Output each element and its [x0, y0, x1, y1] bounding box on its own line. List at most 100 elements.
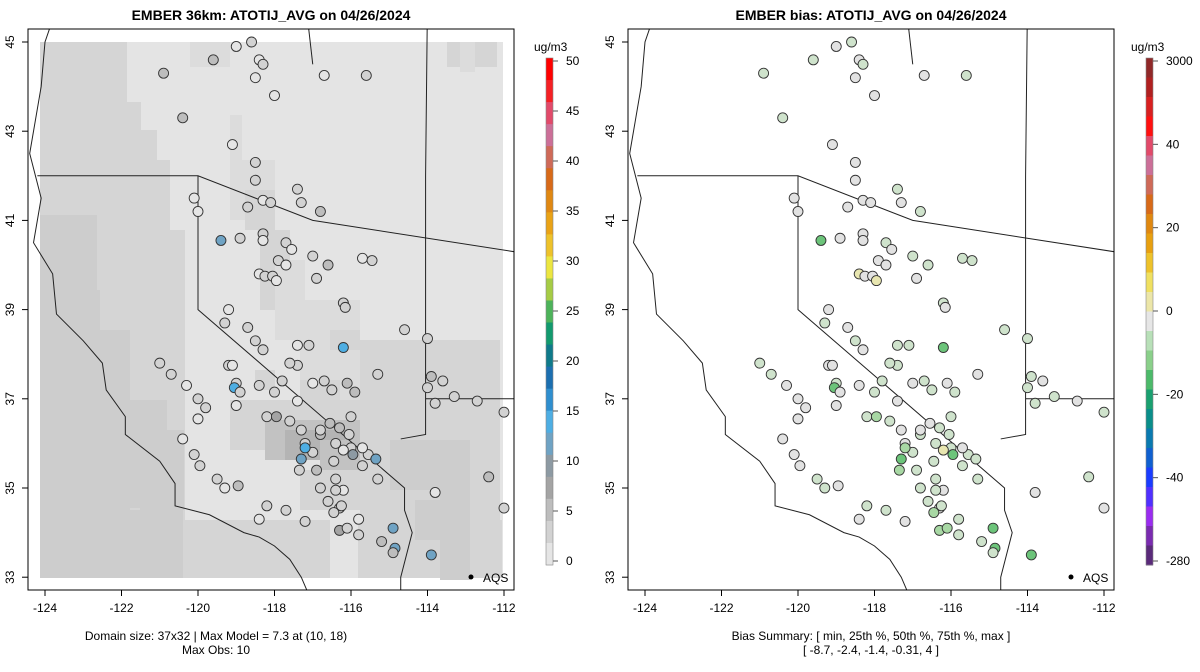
y-tick-label: 39 [3, 303, 17, 317]
bias-point [911, 272, 923, 284]
observation-point [311, 464, 323, 476]
observation-point [347, 449, 359, 460]
colorbar-segment [546, 366, 553, 390]
bias-point [826, 359, 838, 371]
state-border-line [629, 29, 908, 590]
grid-cell [415, 500, 455, 540]
colorbar-segment [1146, 175, 1153, 195]
x-tick-label: -114 [1016, 601, 1039, 615]
bias-point [777, 433, 789, 445]
observation-point [249, 174, 261, 186]
bias-point [849, 72, 861, 84]
x-tick-label: -122 [109, 601, 133, 615]
right-panel-title: EMBER bias: ATOTIJ_AVG on 04/26/2024 [735, 7, 1006, 23]
bias-point [899, 442, 911, 454]
observation-point [376, 536, 388, 547]
observation-point [437, 375, 449, 387]
colorbar-tick-label: 0 [1166, 304, 1173, 318]
colorbar-segment [546, 278, 553, 301]
observation-point [345, 411, 357, 423]
bias-point [926, 384, 938, 396]
observation-point [242, 201, 254, 213]
bias-point [1029, 487, 1041, 498]
observation-point [276, 375, 288, 387]
bias-point [870, 411, 882, 423]
observation-point [498, 406, 510, 418]
bias-point [941, 377, 953, 389]
observation-point [234, 386, 246, 398]
colorbar-segment [546, 102, 553, 125]
colorbar-segment [546, 168, 553, 191]
bias-point [972, 473, 984, 485]
bias-point [935, 500, 947, 512]
x-tick-label: -112 [492, 601, 515, 615]
bias-point [930, 437, 942, 449]
state-border-line [29, 29, 308, 590]
bias-point [794, 460, 806, 472]
observation-point [429, 397, 441, 409]
state-border-line [637, 175, 1114, 253]
colorbar-tick-label: 40 [1166, 137, 1180, 151]
bias-point [830, 400, 842, 411]
observation-point [293, 464, 305, 476]
observation-point [353, 513, 365, 525]
bias-point [914, 482, 926, 494]
observation-point [292, 183, 303, 195]
observation-point [318, 375, 330, 387]
observation-point [353, 529, 365, 541]
observation-point [292, 339, 303, 351]
bias-point [953, 529, 965, 541]
observation-point [330, 437, 342, 449]
x-tick-label: -124 [33, 601, 57, 615]
bias-point [758, 67, 770, 79]
bias-point [1071, 395, 1083, 407]
observation-point [357, 252, 368, 264]
bias-point [865, 197, 877, 209]
colorbar-tick-label: 40 [566, 154, 580, 168]
bias-point [945, 411, 957, 423]
colorbar-segment [1146, 233, 1153, 254]
bias-point [819, 482, 831, 494]
colorbar-segment [546, 454, 553, 478]
bias-point [792, 413, 804, 425]
observation-point [425, 371, 437, 382]
observation-point [483, 471, 495, 483]
map-borders [29, 29, 514, 590]
aqs-legend-label: AQS [1083, 571, 1108, 585]
colorbar-segment [1146, 194, 1153, 215]
model-grid-cells [40, 42, 503, 580]
observation-point [194, 460, 206, 472]
colorbar-segment [1146, 116, 1153, 137]
bias-point [880, 504, 892, 516]
y-tick-label: 41 [603, 213, 617, 227]
y-tick-label: 37 [603, 392, 617, 406]
left-panel-title: EMBER 36km: ATOTIJ_AVG on 04/26/2024 [132, 7, 411, 23]
observation-points [154, 36, 510, 561]
bias-point [930, 473, 942, 485]
bias-point [861, 500, 873, 512]
footer-bias-values: [ -8.7, -2.4, -1.4, -0.31, 4 ] [803, 643, 939, 657]
x-tick-label: -118 [863, 601, 886, 615]
bias-point [1022, 382, 1033, 394]
x-tick-label: -120 [786, 601, 810, 615]
observation-point [318, 69, 330, 81]
x-tick-label: -114 [416, 601, 439, 615]
bias-point [957, 252, 968, 264]
bias-point [853, 513, 865, 525]
bias-point [842, 201, 854, 213]
colorbar-segment [546, 498, 553, 522]
observation-point [223, 304, 235, 316]
observation-point [230, 41, 242, 52]
left-panel: EMBER 36km: ATOTIJ_AVG on 04/26/2024 -12… [3, 7, 580, 657]
observation-point [322, 259, 334, 271]
bias-point [949, 386, 961, 398]
y-axis: 33 35 37 39 41 43 45 [603, 35, 628, 584]
observation-point [372, 368, 384, 380]
bias-point [957, 442, 968, 454]
colorbar-tick-label: 20 [1166, 221, 1180, 235]
bias-point [922, 495, 934, 507]
colorbar-tick-label: 3000 [1166, 54, 1193, 68]
bias-point [937, 342, 949, 353]
observation-point [422, 382, 433, 394]
